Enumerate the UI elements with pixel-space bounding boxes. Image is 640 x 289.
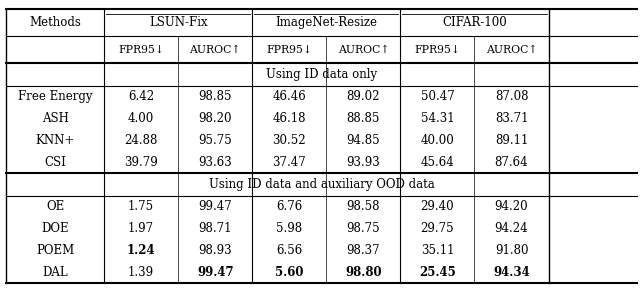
- Text: Using ID data and auxiliary OOD data: Using ID data and auxiliary OOD data: [209, 178, 435, 191]
- Text: 1.75: 1.75: [128, 200, 154, 213]
- Text: 93.63: 93.63: [198, 156, 232, 169]
- Text: 95.75: 95.75: [198, 134, 232, 147]
- Text: 46.46: 46.46: [273, 90, 306, 103]
- Text: 89.02: 89.02: [347, 90, 380, 103]
- Text: CSI: CSI: [44, 156, 66, 169]
- Text: 24.88: 24.88: [124, 134, 158, 147]
- Text: 1.97: 1.97: [128, 222, 154, 235]
- Text: 29.75: 29.75: [420, 222, 454, 235]
- Text: AUROC↑: AUROC↑: [338, 45, 389, 55]
- Text: 89.11: 89.11: [495, 134, 528, 147]
- Text: 98.37: 98.37: [346, 244, 380, 257]
- Text: 98.20: 98.20: [198, 112, 232, 125]
- Text: FPR95↓: FPR95↓: [415, 45, 460, 55]
- Text: 6.76: 6.76: [276, 200, 303, 213]
- Text: 29.40: 29.40: [420, 200, 454, 213]
- Text: FPR95↓: FPR95↓: [118, 45, 164, 55]
- Text: DOE: DOE: [42, 222, 69, 235]
- Text: 39.79: 39.79: [124, 156, 158, 169]
- Text: 98.80: 98.80: [345, 266, 381, 279]
- Text: AUROC↑: AUROC↑: [189, 45, 241, 55]
- Text: 83.71: 83.71: [495, 112, 528, 125]
- Text: 98.71: 98.71: [198, 222, 232, 235]
- Text: KNN+: KNN+: [36, 134, 75, 147]
- Text: LSUN-Fix: LSUN-Fix: [149, 16, 207, 29]
- Text: 98.58: 98.58: [347, 200, 380, 213]
- Text: OE: OE: [46, 200, 65, 213]
- Text: 87.64: 87.64: [495, 156, 529, 169]
- Text: 98.93: 98.93: [198, 244, 232, 257]
- Text: Free Energy: Free Energy: [18, 90, 93, 103]
- Text: AUROC↑: AUROC↑: [486, 45, 537, 55]
- Text: 91.80: 91.80: [495, 244, 528, 257]
- Text: ASH: ASH: [42, 112, 68, 125]
- Text: Using ID data only: Using ID data only: [266, 68, 377, 81]
- Text: 54.31: 54.31: [420, 112, 454, 125]
- Text: 1.39: 1.39: [128, 266, 154, 279]
- Text: 50.47: 50.47: [420, 90, 454, 103]
- Text: 6.56: 6.56: [276, 244, 303, 257]
- Text: 94.85: 94.85: [346, 134, 380, 147]
- Text: 46.18: 46.18: [273, 112, 306, 125]
- Text: 5.98: 5.98: [276, 222, 302, 235]
- Text: 5.60: 5.60: [275, 266, 303, 279]
- Text: 94.34: 94.34: [493, 266, 530, 279]
- Text: 25.45: 25.45: [419, 266, 456, 279]
- Text: Methods: Methods: [29, 16, 81, 29]
- Text: 93.93: 93.93: [346, 156, 380, 169]
- Text: ImageNet-Resize: ImageNet-Resize: [275, 16, 378, 29]
- Text: 88.85: 88.85: [347, 112, 380, 125]
- Text: 94.20: 94.20: [495, 200, 529, 213]
- Text: 99.47: 99.47: [198, 200, 232, 213]
- Text: 45.64: 45.64: [420, 156, 454, 169]
- Text: 98.75: 98.75: [346, 222, 380, 235]
- Text: 30.52: 30.52: [273, 134, 306, 147]
- Text: 37.47: 37.47: [273, 156, 306, 169]
- Text: 98.85: 98.85: [198, 90, 232, 103]
- Text: FPR95↓: FPR95↓: [266, 45, 312, 55]
- Text: 1.24: 1.24: [127, 244, 156, 257]
- Text: 35.11: 35.11: [420, 244, 454, 257]
- Text: POEM: POEM: [36, 244, 74, 257]
- Text: 4.00: 4.00: [128, 112, 154, 125]
- Text: 87.08: 87.08: [495, 90, 528, 103]
- Text: 94.24: 94.24: [495, 222, 529, 235]
- Text: 6.42: 6.42: [128, 90, 154, 103]
- Text: DAL: DAL: [42, 266, 68, 279]
- Text: 99.47: 99.47: [197, 266, 234, 279]
- Text: CIFAR-100: CIFAR-100: [442, 16, 507, 29]
- Text: 40.00: 40.00: [420, 134, 454, 147]
